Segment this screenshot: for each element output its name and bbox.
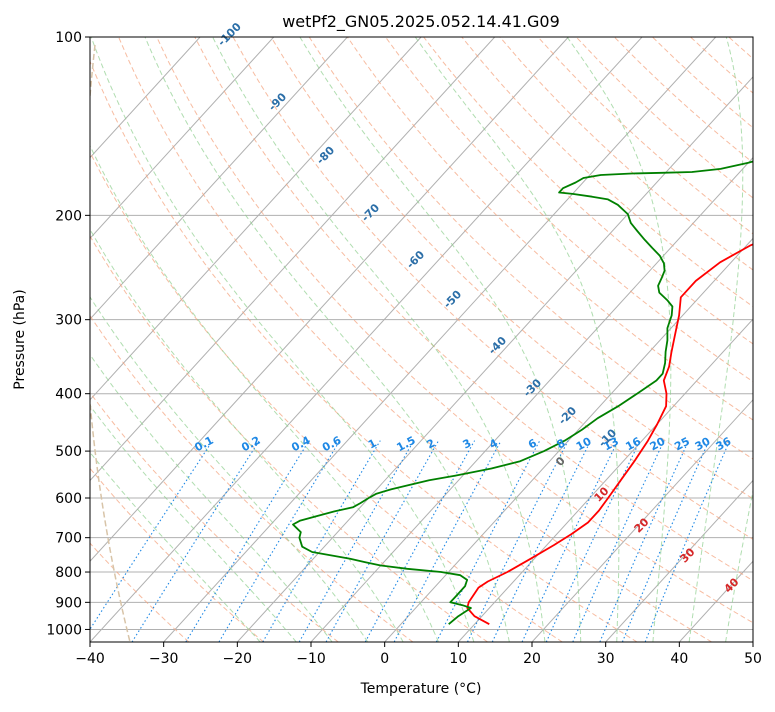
- x-tick-label: 30: [597, 651, 615, 667]
- y-tick-label: 500: [55, 444, 82, 460]
- y-tick-label: 600: [55, 491, 82, 507]
- dry-adiabat-label: -30: [521, 376, 544, 399]
- moist-adiabat: [145, 37, 509, 642]
- y-tick-label: 100: [55, 30, 82, 46]
- grid-layer: [0, 37, 775, 642]
- y-tick-label: 200: [55, 208, 82, 224]
- mixing-ratio-label: 30: [693, 435, 713, 454]
- dry-adiabat-label: -50: [441, 288, 464, 311]
- y-tick-label: 300: [55, 313, 82, 329]
- mixing-ratio-line: [82, 441, 213, 642]
- dry-adiabat: [0, 37, 189, 642]
- x-tick-label: −20: [223, 651, 253, 667]
- dry-adiabat: [81, 37, 638, 642]
- dry-adiabat: [652, 37, 775, 642]
- dry-adiabat-label: -80: [314, 144, 337, 167]
- x-tick-label: 10: [449, 651, 467, 667]
- mixing-ratio-line: [600, 441, 689, 642]
- dry-adiabat-label: -20: [556, 404, 579, 427]
- dry-adiabat: [271, 37, 775, 642]
- x-tick-label: 40: [670, 651, 688, 667]
- mixing-ratio-line: [299, 441, 414, 642]
- mixing-ratio-line: [645, 441, 730, 642]
- mixing-ratio-line: [365, 441, 474, 642]
- isotherm-gridline: [90, 37, 642, 642]
- moist-adiabat: [21, 73, 403, 642]
- isotherm-gridline: [16, 37, 568, 642]
- moist-adiabat: [0, 124, 332, 642]
- mixing-ratio-label: 6: [526, 436, 539, 451]
- mixing-ratio-line: [394, 441, 501, 642]
- y-axis-label: Pressure (hPa): [12, 289, 28, 389]
- mixing-ratio-label: 3: [461, 436, 474, 451]
- mixing-ratio-line: [186, 441, 309, 642]
- temperature-profile: [467, 37, 775, 624]
- x-tick-label: −40: [75, 651, 105, 667]
- moist-adiabat: [91, 37, 474, 642]
- dry-adiabat: [0, 37, 264, 642]
- chart-title: wetPf2_GN05.2025.052.14.41.G09: [282, 12, 560, 32]
- y-tick-label: 700: [55, 531, 82, 547]
- mixing-ratio-line: [219, 441, 340, 642]
- x-axis-label: Temperature (°C): [360, 681, 482, 697]
- isotherm-gridline: [753, 37, 775, 642]
- dry-adiabat-label: -40: [486, 334, 509, 357]
- mixing-ratio-line: [522, 441, 618, 642]
- x-tick-label: 20: [523, 651, 541, 667]
- isotherm-gridline: [0, 37, 421, 642]
- isotherm-gridline: [0, 37, 200, 642]
- isotherm-gridline: [237, 37, 775, 642]
- y-tick-label: 900: [55, 595, 82, 611]
- dry-adiabat: [538, 37, 775, 642]
- dry-adiabat: [614, 37, 775, 642]
- dry-adiabat: [576, 37, 775, 642]
- dry-adiabat: [386, 37, 775, 642]
- isotherm-gridline: [532, 37, 775, 642]
- moist-adiabat-label: 30: [678, 545, 698, 565]
- x-tick-label: 50: [744, 651, 762, 667]
- mixing-ratio-label: 2: [424, 436, 437, 451]
- dry-adiabat: [0, 37, 338, 642]
- mixing-ratio-label: 4: [487, 436, 500, 451]
- x-tick-label: −10: [296, 651, 326, 667]
- x-tick-label: −30: [149, 651, 179, 667]
- y-tick-label: 1000: [46, 622, 82, 638]
- mixing-ratio-line: [622, 441, 709, 642]
- mixing-ratio-line: [263, 441, 381, 642]
- x-tick-label: 0: [380, 651, 389, 667]
- dry-adiabat-label: -60: [404, 248, 427, 271]
- moist-adiabat-label: 20: [632, 515, 652, 535]
- thermo-lines: [0, 37, 775, 642]
- axes: −40 −30 −20 −10 0 10 20 30 40 50 100 200 300 400 500 60…: [46, 30, 762, 667]
- mixing-ratio-label: 10: [574, 435, 594, 454]
- mixing-ratio-label: 25: [672, 435, 692, 454]
- dry-adiabat: [729, 37, 775, 642]
- dry-adiabat-label: -90: [266, 90, 289, 113]
- y-tick-label: 800: [55, 565, 82, 581]
- dry-adiabat-label: -100: [215, 20, 244, 49]
- isotherm-gridline: [0, 37, 347, 642]
- mixing-ratio-line: [132, 441, 259, 642]
- moist-adiabat: [726, 37, 775, 642]
- isotherm-gridline: [458, 37, 775, 642]
- y-tick-label: 400: [55, 387, 82, 403]
- moist-adiabat: [0, 105, 368, 643]
- mixing-ratio-line: [436, 441, 539, 642]
- isotherm-gridline: [385, 37, 775, 642]
- dry-adiabat: [691, 37, 775, 642]
- dry-adiabat: [0, 37, 413, 642]
